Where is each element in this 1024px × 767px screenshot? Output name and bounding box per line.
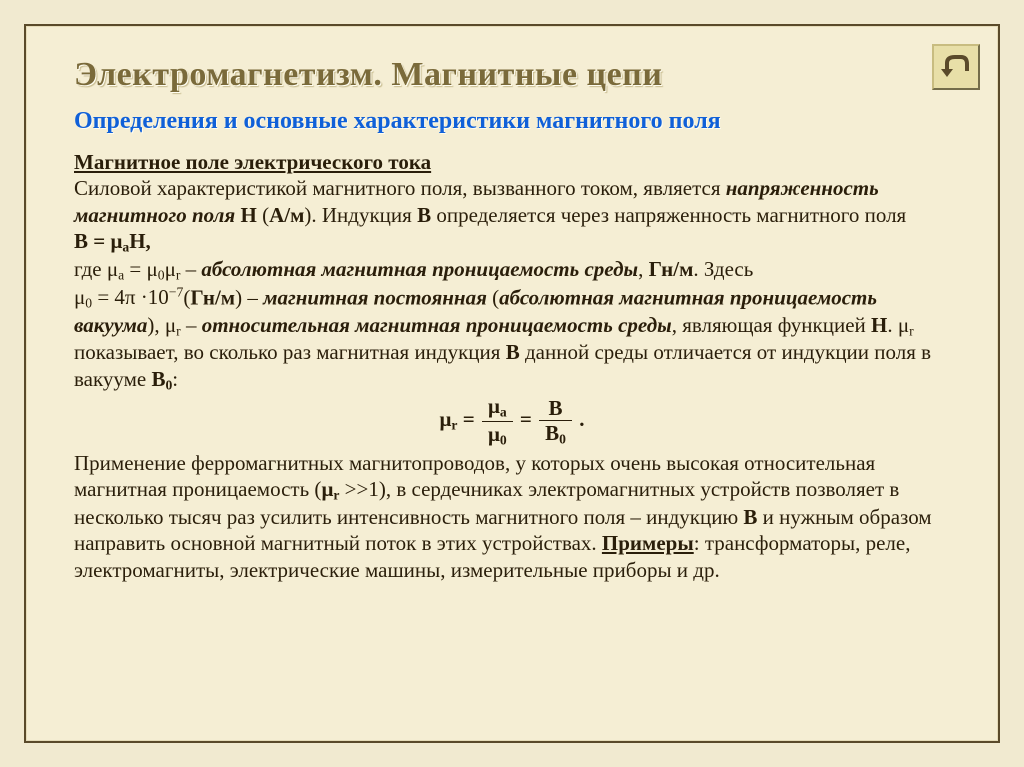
eq-mu0: μ0 = 4π ·10−7: [74, 285, 183, 309]
sym-mu-r-3: μr: [321, 477, 339, 501]
eq-mu-a: μa = μ0μr: [107, 257, 181, 281]
p1-t6: ). Индукция: [304, 203, 417, 227]
p1-t7: B: [417, 203, 431, 227]
sym-mu-r-2: μr: [898, 313, 914, 337]
page-subtitle: Определения и основные характеристики ма…: [74, 108, 950, 135]
p2-t15: относительная магнитная проницаемость ср…: [202, 313, 672, 337]
sym-mu-r-1: μr: [165, 313, 181, 337]
p2-t2: –: [180, 257, 201, 281]
p3-t6: Примеры: [602, 531, 694, 555]
eq-mu-r-fraction: μr = μa μ0 = B B0 .: [74, 395, 950, 447]
u-turn-icon: [941, 53, 971, 81]
p2-t3: абсолютная магнитная проницаемость среды: [201, 257, 638, 281]
paragraph-2: где μa = μ0μr – абсолютная магнитная про…: [74, 256, 950, 393]
frac-mua-mu0: μa μ0: [482, 395, 513, 447]
frac-B-B0: B B0: [539, 397, 572, 447]
p1-t3: H: [235, 203, 257, 227]
p2-t16: , являющая функцией: [672, 313, 871, 337]
p2-t14: –: [181, 313, 202, 337]
section-heading: Магнитное поле электрического тока: [74, 149, 950, 175]
p2-t20: B: [506, 340, 520, 364]
p2-t17: H: [871, 313, 887, 337]
slide-frame: Электромагнетизм. Магнитные цепи Определ…: [24, 24, 1000, 743]
p2-t11: (: [487, 285, 499, 309]
eq-b-muH: B = μaH,: [74, 229, 151, 253]
p1-t8: определяется через напряженность магнитн…: [431, 203, 906, 227]
p2-t10: магнитная постоянная: [263, 285, 487, 309]
p2-t18: .: [887, 313, 898, 337]
page-title: Электромагнетизм. Магнитные цепи: [74, 56, 950, 94]
p3-t4: B: [743, 505, 757, 529]
p2-t4: ,: [638, 257, 649, 281]
p1-t5: А/м: [269, 203, 304, 227]
p2-t13: ),: [147, 313, 165, 337]
p2-t9: ) –: [235, 285, 263, 309]
p2-t23: :: [172, 367, 178, 391]
p2-t1: где: [74, 257, 107, 281]
p2-t5: Гн/м: [649, 257, 694, 281]
p1-t1: Силовой характеристикой магнитного поля,…: [74, 176, 720, 200]
p2-t6: . Здесь: [693, 257, 753, 281]
p2-t8: Гн/м: [190, 285, 235, 309]
paragraph-1: Силовой характеристикой магнитного поля,…: [74, 175, 950, 256]
eq2-trail: .: [579, 407, 584, 431]
back-button[interactable]: [932, 44, 980, 90]
p2-t19: показывает, во сколько раз магнитная инд…: [74, 340, 506, 364]
sym-B0: B0: [151, 367, 172, 391]
p1-t4: (: [257, 203, 269, 227]
content-body: Магнитное поле электрического тока Силов…: [74, 149, 950, 583]
paragraph-3: Применение ферромагнитных магнитопроводо…: [74, 450, 950, 583]
